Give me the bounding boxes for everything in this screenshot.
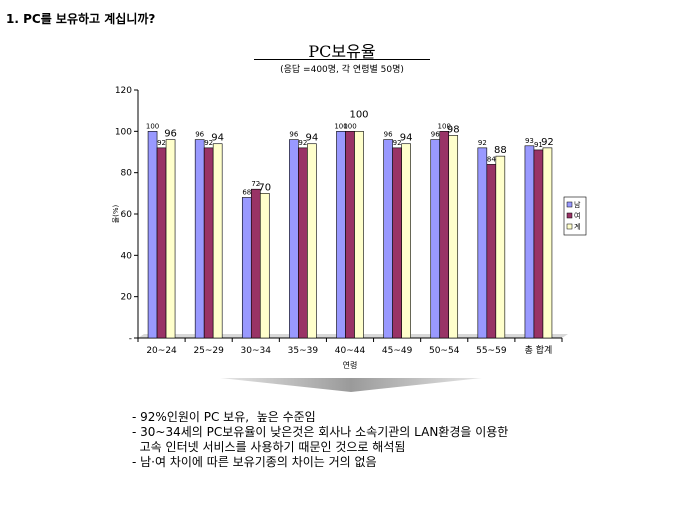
data-label: 92 (541, 137, 554, 148)
title-underline (254, 59, 430, 60)
bar (298, 147, 308, 339)
bar (212, 143, 223, 339)
x-tick-label: 40~44 (335, 346, 366, 356)
chart-subtitle: (응답 =400명, 각 연령별 50명) (280, 65, 404, 75)
data-label: 92 (393, 139, 402, 147)
note-line: - 남·여 차이에 따른 보유기종의 차이는 거의 없음 (132, 455, 377, 469)
data-label: 92 (157, 139, 166, 147)
bar (524, 145, 535, 339)
legend-swatch (566, 223, 573, 230)
down-arrow-banner (220, 378, 482, 392)
bar (289, 139, 299, 339)
data-label: 100 (349, 109, 368, 120)
data-label: 92 (298, 139, 307, 147)
x-tick-label: 35~39 (288, 346, 319, 356)
data-label: 96 (289, 131, 298, 139)
y-tick-label: 60 (121, 210, 133, 220)
y-tick-label: 40 (121, 251, 133, 261)
chart-title: PC보유율 (308, 42, 376, 61)
data-label: 100 (343, 122, 356, 130)
bar (477, 147, 488, 339)
note-line: - 92%인원이 PC 보유, 높은 수준임 (132, 410, 316, 424)
data-label: 96 (195, 131, 204, 139)
bar (336, 131, 346, 339)
x-tick-label: 55~59 (476, 346, 507, 356)
note-line: 고속 인터넷 서비스를 사용하기 때문인 것으로 해석됨 (132, 440, 406, 454)
bar (259, 193, 270, 339)
bar (401, 143, 411, 339)
data-label: 88 (494, 145, 507, 156)
data-label: 93 (525, 137, 534, 145)
bar (156, 147, 167, 339)
bar (147, 131, 158, 339)
x-tick-label: 45~49 (382, 346, 413, 356)
bar (495, 155, 506, 339)
x-tick-label: 총 합계 (525, 344, 553, 356)
data-label: 94 (211, 133, 224, 144)
data-label: 96 (164, 129, 177, 140)
bar (345, 131, 355, 339)
data-label: 91 (534, 141, 543, 149)
bar (241, 197, 252, 339)
bar (250, 188, 261, 339)
legend-swatch (566, 201, 573, 208)
y-tick-label: 80 (121, 169, 133, 179)
data-label: 70 (258, 182, 271, 193)
bar (194, 139, 205, 339)
bar (203, 147, 214, 339)
bar (307, 143, 317, 339)
bar (383, 139, 393, 339)
legend-label: 계 (574, 222, 580, 231)
legend-swatch (566, 212, 573, 219)
data-label: 100 (146, 122, 159, 130)
data-label: 96 (431, 131, 440, 139)
data-label: 94 (400, 133, 413, 144)
bar (542, 147, 553, 339)
y-tick-label: 100 (115, 127, 132, 137)
bar (430, 139, 441, 339)
bar (439, 131, 450, 339)
x-axis-label: 연령 (343, 361, 358, 370)
legend-label: 남 (574, 200, 581, 209)
bar (165, 139, 176, 339)
bar (486, 164, 497, 339)
data-label: 98 (447, 124, 460, 135)
y-tick-label: - (129, 334, 132, 344)
data-label: 96 (384, 131, 393, 139)
bar (533, 149, 544, 339)
legend-label: 여 (574, 211, 580, 220)
y-tick-label: 120 (115, 86, 132, 96)
bar-chart: -20406080100120율(%)20~24100929625~299692… (112, 86, 587, 392)
data-label: 100 (438, 122, 451, 130)
y-tick-label: 20 (121, 293, 133, 303)
question-heading: 1. PC를 보유하고 계십니까? (6, 12, 156, 26)
summary-notes: - 92%인원이 PC 보유, 높은 수준임 - 30~34세의 PC보유율이 … (132, 410, 508, 470)
bar (392, 147, 402, 339)
x-tick-label: 20~24 (146, 346, 177, 356)
x-tick-label: 25~29 (193, 346, 224, 356)
y-axis-label: 율(%) (112, 204, 120, 223)
note-line: - 30~34세의 PC보유율이 낮은것은 회사나 소속기관의 LAN환경을 이… (132, 425, 509, 439)
x-tick-label: 50~54 (429, 346, 460, 356)
data-label: 72 (251, 180, 260, 188)
data-label: 94 (306, 133, 319, 144)
data-label: 100 (334, 122, 347, 130)
data-label: 92 (478, 139, 487, 147)
x-tick-label: 30~34 (241, 346, 272, 356)
data-label: 92 (204, 139, 213, 147)
data-label: 68 (242, 188, 251, 196)
bar (354, 131, 364, 339)
data-label: 84 (487, 155, 496, 163)
bar (448, 135, 459, 339)
